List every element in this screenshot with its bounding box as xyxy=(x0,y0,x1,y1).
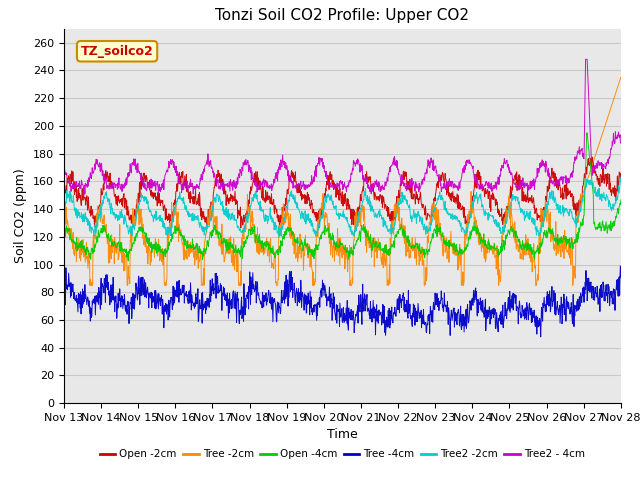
Y-axis label: Soil CO2 (ppm): Soil CO2 (ppm) xyxy=(15,168,28,264)
Title: Tonzi Soil CO2 Profile: Upper CO2: Tonzi Soil CO2 Profile: Upper CO2 xyxy=(216,9,469,24)
Text: TZ_soilco2: TZ_soilco2 xyxy=(81,45,154,58)
Legend: Open -2cm, Tree -2cm, Open -4cm, Tree -4cm, Tree2 -2cm, Tree2 - 4cm: Open -2cm, Tree -2cm, Open -4cm, Tree -4… xyxy=(95,445,589,464)
X-axis label: Time: Time xyxy=(327,429,358,442)
